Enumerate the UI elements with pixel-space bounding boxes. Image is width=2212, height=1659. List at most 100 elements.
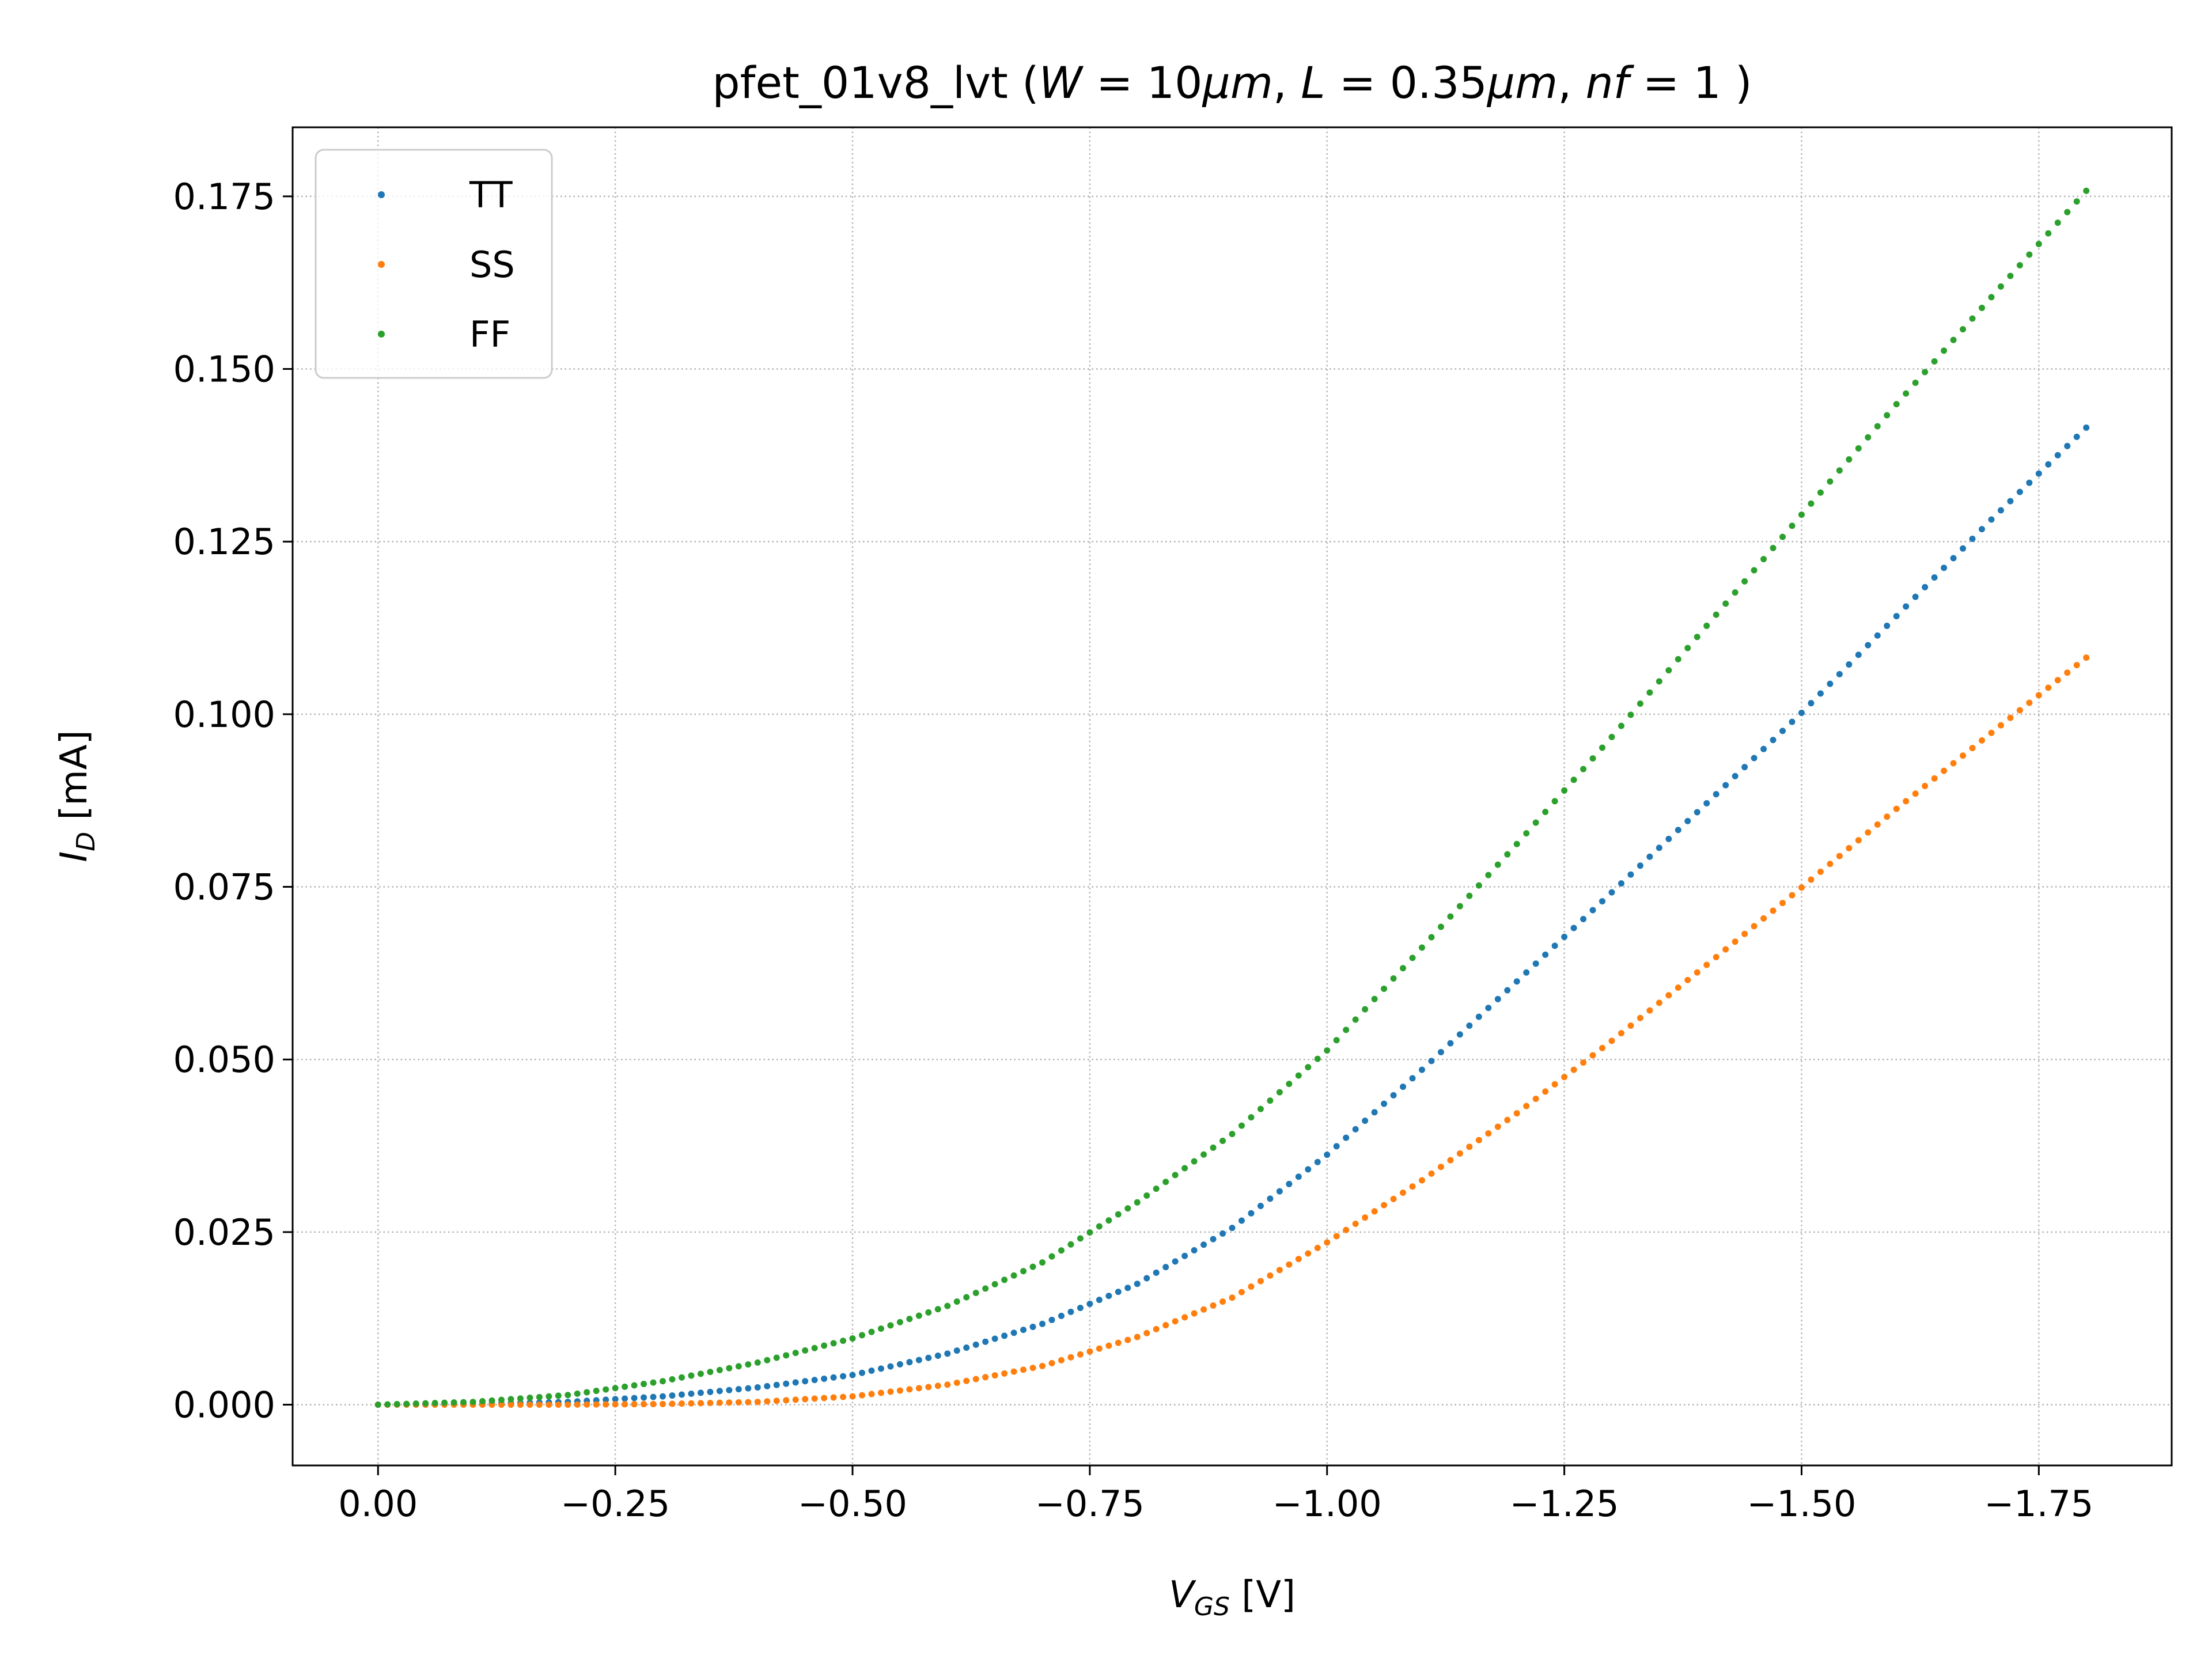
data-point	[1456, 1150, 1463, 1157]
data-point	[868, 1391, 875, 1397]
data-point	[1865, 434, 1872, 441]
data-point	[1779, 533, 1786, 540]
data-point	[1513, 840, 1520, 847]
data-point	[925, 1309, 932, 1316]
data-point	[1855, 837, 1862, 844]
data-point	[1314, 1158, 1321, 1165]
data-point	[1381, 1202, 1388, 1209]
data-point	[688, 1390, 695, 1397]
legend-marker-ss	[378, 261, 385, 268]
legend-box	[315, 149, 553, 379]
data-point	[1267, 1195, 1274, 1202]
data-point	[1210, 1302, 1217, 1309]
data-point	[1618, 722, 1624, 729]
data-point	[821, 1375, 828, 1382]
data-point	[1950, 760, 1957, 767]
data-point	[991, 1281, 998, 1287]
data-point	[2073, 662, 2080, 669]
data-point	[1570, 777, 1577, 783]
data-point	[944, 1350, 951, 1357]
data-point	[1039, 1259, 1046, 1266]
data-point	[2054, 219, 2061, 226]
data-point	[1286, 1081, 1293, 1088]
data-point	[393, 1401, 400, 1408]
data-point	[1029, 1263, 1036, 1270]
data-point	[1608, 733, 1615, 740]
data-point	[2007, 272, 2014, 279]
y-tick-label: 0.050	[173, 1039, 276, 1081]
data-point	[2007, 714, 2014, 721]
data-point	[745, 1399, 752, 1406]
data-point	[830, 1374, 837, 1381]
data-point	[1001, 1370, 1008, 1377]
data-point	[1086, 1229, 1093, 1236]
data-point	[1172, 1318, 1179, 1325]
data-point	[1922, 369, 1929, 376]
data-point	[1722, 782, 1729, 789]
data-point	[792, 1379, 799, 1386]
data-point	[1475, 882, 1482, 889]
data-point	[1646, 689, 1653, 696]
data-point	[1960, 752, 1967, 759]
data-point	[1371, 1208, 1378, 1215]
data-point	[1846, 661, 1853, 668]
data-point	[1020, 1366, 1027, 1373]
data-point	[1997, 283, 2004, 290]
data-point	[1561, 1074, 1568, 1081]
data-point	[1077, 1235, 1084, 1242]
data-point	[450, 1399, 457, 1406]
data-point	[1172, 1172, 1179, 1179]
data-point	[1162, 1322, 1169, 1329]
data-point	[1779, 900, 1786, 907]
data-point	[1846, 844, 1853, 851]
data-point	[944, 1381, 951, 1388]
data-point	[1874, 821, 1881, 828]
data-point	[1608, 889, 1615, 896]
data-point	[1751, 755, 1758, 762]
data-point	[1760, 915, 1767, 922]
data-point	[896, 1361, 903, 1368]
data-point	[1988, 294, 1995, 301]
data-point	[1172, 1258, 1179, 1265]
plot-frame	[291, 126, 2173, 1467]
data-point	[1798, 511, 1805, 518]
plot-area	[374, 187, 2090, 1408]
data-point	[707, 1388, 714, 1395]
data-point	[1931, 574, 1938, 581]
data-point	[1305, 1250, 1312, 1257]
x-tick-label: −1.25	[1510, 1483, 1619, 1525]
data-point	[840, 1393, 847, 1400]
data-point	[1941, 565, 1948, 571]
data-point	[1029, 1323, 1036, 1330]
data-point	[849, 1372, 856, 1378]
legend-label-ss: SS	[469, 244, 515, 286]
data-point	[2054, 452, 2061, 459]
data-point	[707, 1400, 714, 1407]
data-point	[603, 1401, 609, 1408]
data-point	[1191, 1158, 1198, 1165]
x-tick-label: −1.75	[1984, 1483, 2093, 1525]
data-point	[830, 1394, 837, 1401]
data-point	[2083, 424, 2090, 431]
data-point	[565, 1392, 571, 1399]
data-point	[726, 1399, 733, 1406]
data-point	[1684, 645, 1691, 652]
data-point	[507, 1396, 514, 1403]
data-point	[697, 1370, 704, 1377]
data-point	[1884, 813, 1891, 820]
data-point	[431, 1400, 438, 1407]
data-point	[963, 1294, 970, 1301]
data-point	[1675, 984, 1681, 991]
data-point	[1694, 634, 1700, 641]
data-point	[1494, 1123, 1501, 1130]
data-point	[1390, 1092, 1397, 1099]
data-point	[877, 1325, 884, 1332]
data-point	[1466, 1022, 1473, 1029]
data-point	[660, 1400, 666, 1407]
data-point	[906, 1386, 913, 1393]
data-point	[1836, 467, 1843, 474]
data-point	[915, 1385, 922, 1392]
data-point	[1115, 1339, 1122, 1346]
data-point	[1732, 938, 1738, 945]
data-point	[1324, 1152, 1331, 1158]
